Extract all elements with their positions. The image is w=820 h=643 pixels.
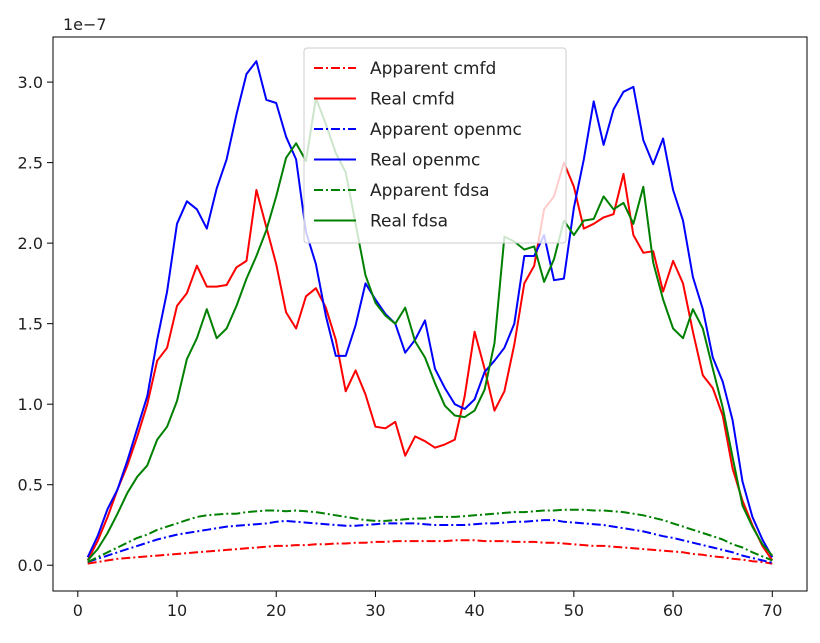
x-tick-label: 20 bbox=[266, 601, 286, 620]
legend-label-2: Real cmfd bbox=[370, 90, 455, 110]
legend-label-3: Apparent openmc bbox=[370, 120, 522, 140]
legend: Apparent cmfd Real cmfd Apparent openmc Rea… bbox=[303, 47, 567, 244]
y-axis: 0.0 0.5 1.0 1.5 2.0 2.5 3.0 bbox=[18, 73, 53, 575]
y-tick-label: 2.5 bbox=[18, 154, 43, 173]
y-tick-label: 2.0 bbox=[18, 234, 43, 253]
x-tick-label: 40 bbox=[464, 601, 484, 620]
y-offset-text: 1e−7 bbox=[63, 15, 107, 34]
x-tick-label: 70 bbox=[762, 601, 782, 620]
plot-frame bbox=[52, 36, 808, 592]
legend-label-6: Real fdsa bbox=[370, 212, 448, 232]
y-tick-label: 1.0 bbox=[18, 395, 43, 414]
series-line-5 bbox=[87, 508, 773, 563]
x-tick-label: 50 bbox=[564, 601, 584, 620]
x-axis: 0 10 20 30 40 50 60 70 bbox=[73, 591, 782, 620]
series-line-2 bbox=[86, 161, 774, 561]
series-line-1 bbox=[87, 539, 773, 565]
series-line-6 bbox=[86, 97, 774, 562]
x-tick-label: 0 bbox=[73, 601, 83, 620]
x-tick-label: 60 bbox=[663, 601, 683, 620]
series-line-3 bbox=[87, 519, 773, 564]
legend-box bbox=[303, 47, 567, 244]
x-tick-label: 10 bbox=[167, 601, 187, 620]
y-tick-label: 0.0 bbox=[18, 556, 43, 575]
y-tick-label: 1.5 bbox=[18, 315, 43, 334]
y-tick-label: 3.0 bbox=[18, 73, 43, 92]
series-layer bbox=[86, 60, 774, 565]
x-tick-label: 30 bbox=[365, 601, 385, 620]
legend-label-5: Apparent fdsa bbox=[370, 181, 490, 201]
legend-label-1: Apparent cmfd bbox=[370, 59, 496, 79]
series-line-4 bbox=[86, 60, 774, 558]
legend-label-4: Real openmc bbox=[370, 151, 480, 171]
y-tick-label: 0.5 bbox=[18, 476, 43, 495]
